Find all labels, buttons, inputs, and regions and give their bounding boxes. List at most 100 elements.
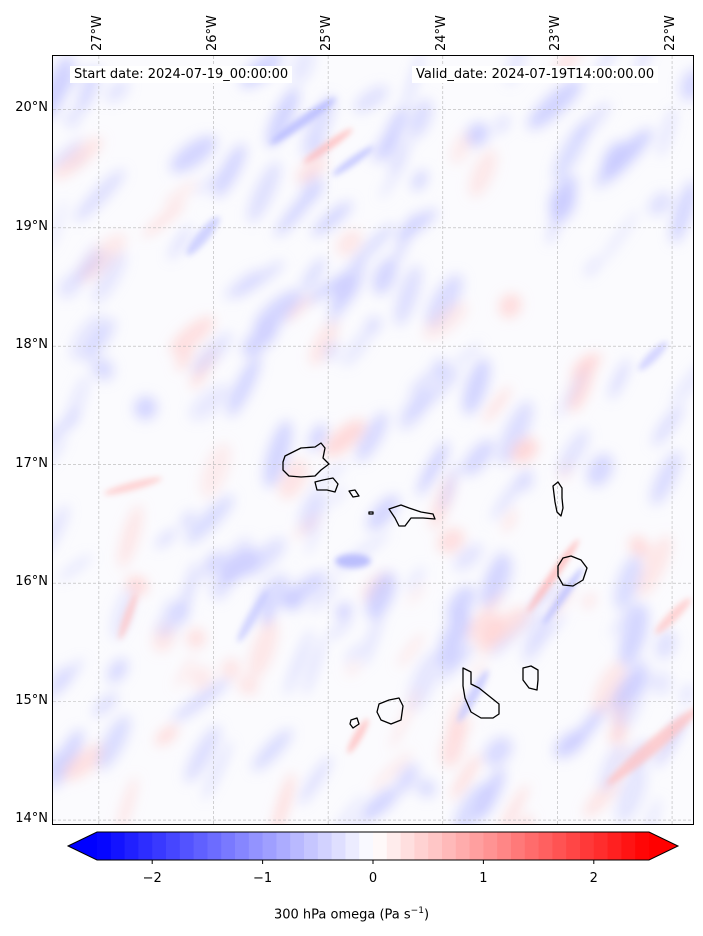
ascent-patch bbox=[671, 357, 693, 406]
ascent-patch bbox=[640, 797, 661, 824]
ascent-patch bbox=[275, 181, 322, 237]
unit-close: ) bbox=[423, 907, 430, 923]
ascent-patch bbox=[451, 342, 482, 369]
island-sao-vicente bbox=[314, 477, 339, 493]
ascent-patch bbox=[329, 486, 346, 506]
ascent-patch bbox=[425, 274, 463, 329]
ascent-patch bbox=[556, 367, 588, 419]
ascent-patch bbox=[441, 463, 459, 511]
ascent-patch bbox=[58, 554, 92, 581]
descent-patch bbox=[471, 663, 486, 677]
colorbar-segment bbox=[635, 832, 650, 860]
ascent-patch bbox=[657, 106, 677, 157]
descent-patch bbox=[499, 293, 522, 318]
ascent-patch bbox=[67, 375, 90, 423]
ascent-patch bbox=[610, 599, 638, 637]
ascent-patch bbox=[586, 453, 614, 487]
ascent-patch bbox=[312, 461, 348, 490]
ascent-patch bbox=[462, 439, 495, 476]
descent-patch bbox=[117, 776, 137, 824]
ascent-patch bbox=[397, 209, 437, 240]
ascent-patch bbox=[73, 242, 99, 283]
ascent-patch bbox=[527, 79, 583, 130]
ascent-patch bbox=[600, 128, 653, 180]
omega-field-map bbox=[53, 56, 693, 824]
colorbar-segment bbox=[221, 832, 236, 860]
ascent-patch bbox=[257, 574, 290, 611]
descent-patch bbox=[583, 776, 621, 818]
ascent-patch bbox=[408, 98, 433, 138]
omega-streak bbox=[104, 477, 162, 495]
ascent-patch bbox=[181, 510, 195, 530]
ascent-patch bbox=[107, 658, 128, 683]
descent-patch bbox=[556, 56, 589, 69]
lat-label: 15°N bbox=[15, 692, 48, 708]
descent-patch bbox=[53, 137, 103, 180]
ascent-patch bbox=[213, 143, 247, 198]
ascent-patch bbox=[53, 417, 76, 452]
ascent-patch bbox=[331, 532, 390, 575]
ascent-patch bbox=[407, 369, 461, 418]
island-sal bbox=[552, 481, 564, 517]
descent-patch bbox=[511, 437, 539, 464]
colorbar-segment bbox=[566, 832, 581, 860]
lon-label: 26°W bbox=[204, 15, 220, 51]
ascent-patch bbox=[345, 643, 364, 663]
omega-streak bbox=[332, 146, 374, 176]
ascent-patch bbox=[446, 585, 476, 622]
ascent-patch bbox=[409, 365, 445, 396]
ascent-patch bbox=[681, 683, 693, 705]
ascent-patch bbox=[92, 251, 127, 304]
ascent-patch bbox=[53, 505, 69, 557]
ascent-patch bbox=[362, 607, 384, 667]
descent-patch bbox=[636, 535, 672, 597]
descent-patch bbox=[503, 508, 517, 533]
omega-streak bbox=[237, 589, 269, 643]
ascent-patch bbox=[366, 571, 396, 619]
colorbar-segment bbox=[262, 832, 277, 860]
descent-patch bbox=[286, 295, 313, 321]
colorbar-segment bbox=[248, 832, 264, 860]
ascent-patch bbox=[97, 715, 131, 770]
colorbar-segment bbox=[138, 832, 153, 860]
descent-patch bbox=[371, 750, 413, 791]
lon-label: 24°W bbox=[433, 15, 449, 51]
ascent-patch bbox=[298, 756, 332, 805]
ascent-patch bbox=[327, 270, 353, 329]
colorbar-tick-label: 1 bbox=[479, 871, 488, 886]
ascent-patch bbox=[105, 79, 130, 103]
descent-patch bbox=[345, 661, 361, 676]
ascent-patch bbox=[301, 95, 336, 158]
ascent-patch bbox=[290, 56, 315, 85]
ascent-patch bbox=[379, 106, 407, 162]
ascent-patch bbox=[549, 174, 578, 213]
descent-patch bbox=[186, 628, 206, 649]
island-brava bbox=[349, 717, 360, 729]
omega-streak bbox=[654, 597, 692, 635]
ascent-patch bbox=[189, 384, 231, 421]
map-panel[interactable] bbox=[52, 55, 694, 825]
descent-patch bbox=[248, 619, 278, 680]
ascent-patch bbox=[614, 555, 642, 610]
colorbar-label: 300 hPa omega (Pa s−1) bbox=[0, 906, 703, 922]
descent-patch bbox=[469, 149, 497, 198]
ascent-patch bbox=[206, 550, 227, 574]
ascent-patch bbox=[395, 763, 419, 794]
ascent-patch bbox=[169, 225, 192, 260]
colorbar-outline bbox=[66, 831, 680, 861]
descent-patch bbox=[292, 514, 321, 539]
ascent-patch bbox=[266, 87, 300, 147]
ascent-patch bbox=[323, 340, 340, 362]
omega-streak bbox=[542, 567, 584, 625]
colorbar-segment bbox=[524, 832, 540, 860]
ascent-patch bbox=[438, 644, 474, 681]
ascent-patch bbox=[63, 110, 81, 128]
ascent-patch bbox=[437, 609, 471, 667]
ascent-patch bbox=[327, 618, 352, 640]
ascent-patch bbox=[407, 566, 425, 592]
ascent-patch bbox=[650, 450, 682, 505]
ascent-patch bbox=[356, 412, 389, 462]
descent-patch bbox=[200, 442, 232, 498]
lat-label: 16°N bbox=[15, 574, 48, 590]
ascent-patch bbox=[303, 636, 325, 695]
